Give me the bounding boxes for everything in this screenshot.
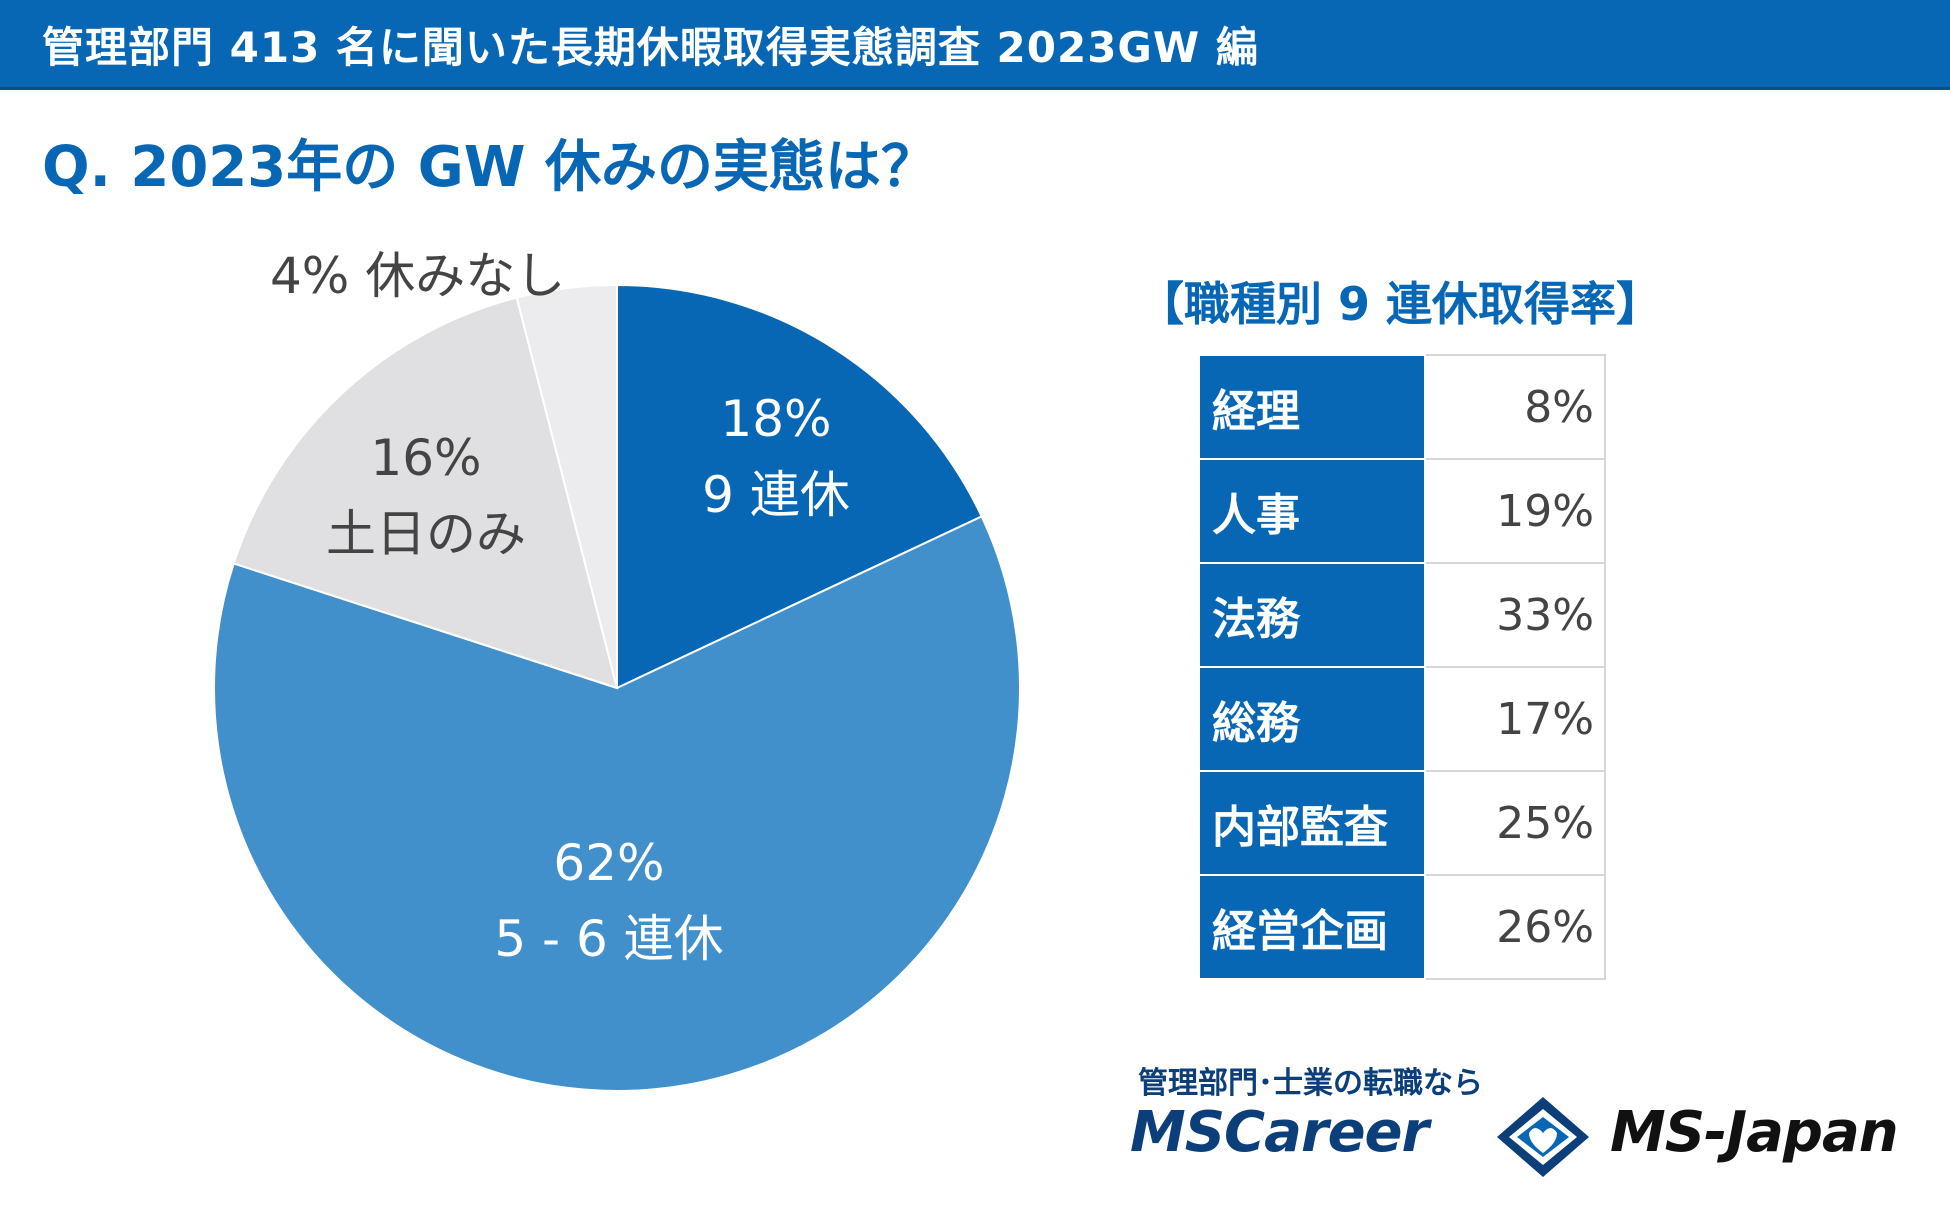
mscareer-logo: MSCareer [1130,1100,1429,1165]
table-row: 経理 8% [1198,354,1606,460]
table-row: 内部監査 25% [1198,770,1606,876]
dept-cell: 人事 [1198,458,1426,564]
rate-cell: 25% [1424,770,1606,876]
dept-cell: 経理 [1198,354,1426,460]
table-row: 人事 19% [1198,458,1606,564]
rate-table: 経理 8% 人事 19% 法務 33% 総務 17% 内部監査 25% 経営企画… [1198,354,1606,980]
dept-cell: 内部監査 [1198,770,1426,876]
pie-percent-label: 18% [720,390,831,448]
rate-cell: 19% [1424,458,1606,564]
pie-percent-label: 62% [553,834,664,892]
pie-label: 4% 休みなし [270,247,565,305]
rate-cell: 26% [1424,874,1606,980]
page-title: 管理部門 413 名に聞いた長期休暇取得実態調査 2023GW 編 [42,23,1259,72]
rate-cell: 17% [1424,666,1606,772]
rate-cell: 33% [1424,562,1606,668]
pie-slice [213,515,1021,1092]
table-row: 総務 17% [1198,666,1606,772]
logo-tagline: 管理部門･士業の転職なら [1138,1066,1483,1101]
header-bar: 管理部門 413 名に聞いた長期休暇取得実態調査 2023GW 編 [0,0,1950,90]
table-row: 経営企画 26% [1198,874,1606,980]
pie-slice [616,283,983,690]
table-title: 【職種別 9 連休取得率】 [1137,277,1663,331]
table-row: 法務 33% [1198,562,1606,668]
diamond-logo-icon [1497,1097,1589,1177]
dept-cell: 総務 [1198,666,1426,772]
dept-cell: 経営企画 [1198,874,1426,980]
pie-category-label: 9 連休 [702,466,850,524]
msjapan-logo: MS-Japan [1610,1100,1899,1165]
pie-category-label: 5 - 6 連休 [494,910,723,968]
rate-cell: 8% [1424,354,1606,460]
pie-percent-label: 16% [370,429,481,487]
question-heading: Q. 2023年の GW 休みの実態は？ [42,135,937,200]
dept-cell: 法務 [1198,562,1426,668]
pie-category-label: 土日のみ [326,505,526,563]
pie-slice [232,296,619,690]
pie-slice [515,283,618,689]
